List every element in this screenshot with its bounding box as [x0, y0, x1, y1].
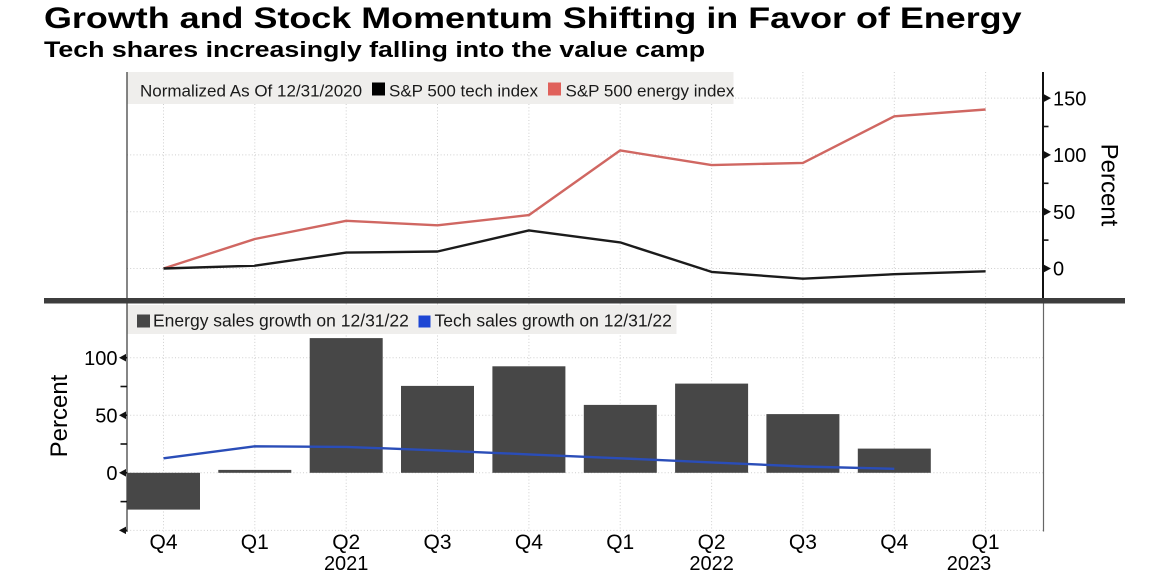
svg-text:Q1: Q1	[972, 531, 1000, 554]
svg-text:150: 150	[1053, 88, 1086, 110]
svg-text:0: 0	[1053, 259, 1064, 281]
svg-text:2021: 2021	[324, 553, 369, 574]
svg-text:Q2: Q2	[698, 531, 726, 554]
svg-text:Tech sales growth on 12/31/22: Tech sales growth on 12/31/22	[435, 311, 672, 331]
svg-text:Q4: Q4	[149, 531, 177, 554]
svg-text:S&P 500 tech index: S&P 500 tech index	[389, 82, 539, 101]
svg-text:S&P 500 energy index: S&P 500 energy index	[566, 82, 735, 101]
svg-text:Q2: Q2	[332, 531, 360, 554]
svg-text:Percent: Percent	[46, 374, 73, 457]
svg-text:100: 100	[1053, 145, 1086, 167]
svg-text:100: 100	[84, 348, 117, 370]
svg-text:Percent: Percent	[1096, 144, 1123, 227]
svg-text:2022: 2022	[689, 553, 734, 574]
svg-text:Normalized As Of 12/31/2020: Normalized As Of 12/31/2020	[140, 82, 362, 101]
svg-text:Q4: Q4	[515, 531, 543, 554]
svg-text:50: 50	[95, 405, 117, 427]
svg-text:Q3: Q3	[423, 531, 451, 554]
svg-text:50: 50	[1053, 202, 1075, 224]
svg-text:Q1: Q1	[241, 531, 269, 554]
svg-text:Energy sales growth on 12/31/2: Energy sales growth on 12/31/22	[153, 311, 409, 331]
svg-text:0: 0	[106, 463, 117, 485]
svg-text:Q3: Q3	[789, 531, 817, 554]
svg-text:Q4: Q4	[880, 531, 908, 554]
svg-text:Q1: Q1	[606, 531, 634, 554]
svg-text:2023: 2023	[947, 553, 992, 574]
